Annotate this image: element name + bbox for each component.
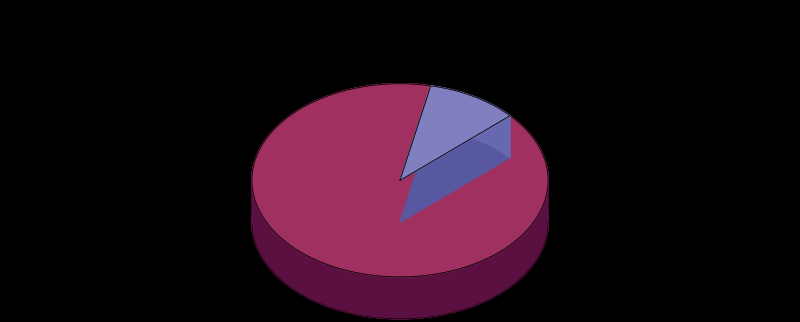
Polygon shape bbox=[430, 86, 510, 157]
Polygon shape bbox=[252, 84, 548, 319]
Polygon shape bbox=[400, 128, 510, 222]
Polygon shape bbox=[252, 126, 548, 319]
Polygon shape bbox=[252, 181, 548, 319]
Polygon shape bbox=[400, 86, 510, 180]
Polygon shape bbox=[252, 84, 548, 277]
